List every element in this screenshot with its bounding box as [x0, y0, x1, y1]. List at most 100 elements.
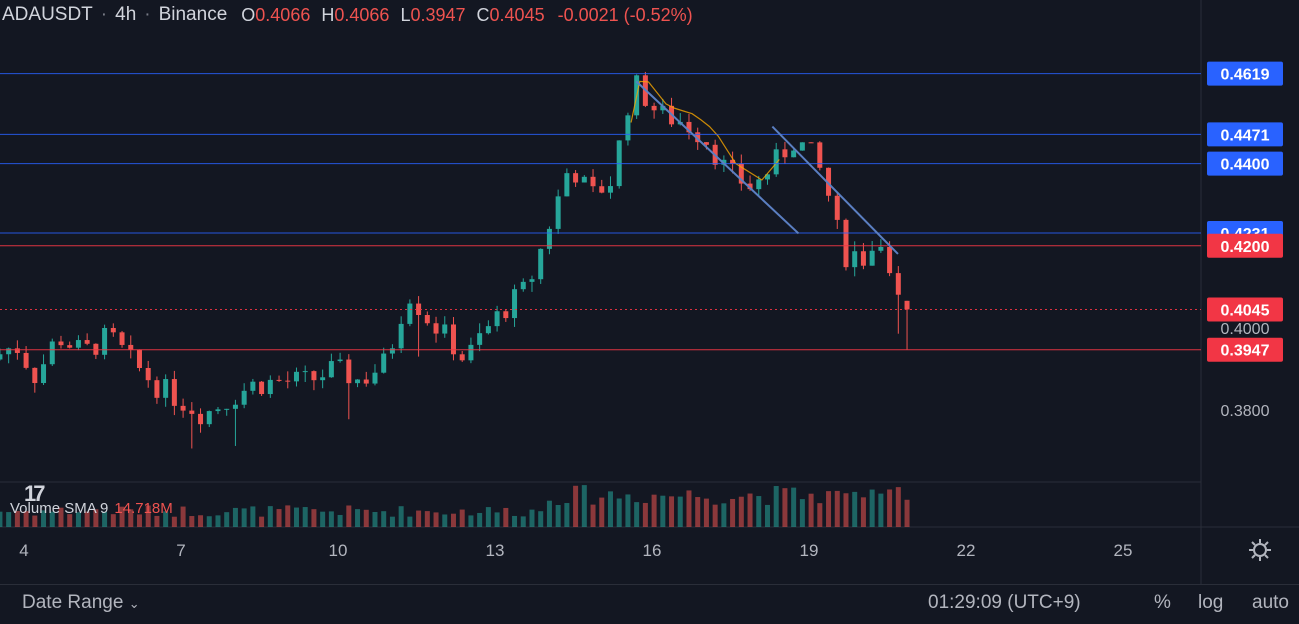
- candle-body: [808, 142, 814, 144]
- candle-body: [328, 361, 334, 378]
- volume-bar: [555, 504, 561, 527]
- candle-body: [738, 163, 744, 184]
- price-level-label-box: [1207, 61, 1283, 86]
- candle-body: [852, 251, 858, 268]
- candle-body: [198, 413, 204, 425]
- log-toggle[interactable]: log: [1198, 591, 1224, 613]
- candle-body: [581, 176, 587, 183]
- candle-body: [311, 371, 317, 381]
- auto-toggle[interactable]: auto: [1252, 591, 1289, 613]
- candle-body: [154, 380, 160, 398]
- volume-legend[interactable]: Volume SMA 9 14.718M: [10, 500, 173, 517]
- volume-bar: [669, 496, 675, 527]
- volume-bar: [119, 506, 125, 527]
- candle-body: [468, 344, 474, 361]
- volume-bar: [677, 496, 683, 527]
- clock-readout[interactable]: 01:29:09 (UTC+9): [928, 591, 1081, 613]
- candle-body: [171, 379, 177, 406]
- interval-label[interactable]: 4h: [115, 4, 137, 25]
- candle-body: [520, 281, 526, 290]
- price-axis-tick-label: 0.4000: [1221, 321, 1270, 338]
- volume-bar: [41, 510, 47, 527]
- volume-bar: [730, 498, 736, 527]
- volume-label: Volume SMA 9: [10, 500, 109, 517]
- close-value: 0.4045: [489, 4, 545, 25]
- date-range-button[interactable]: Date Range ⌄: [22, 591, 140, 613]
- volume-bar: [721, 503, 727, 527]
- volume-bar: [887, 489, 893, 527]
- candle-body: [84, 340, 90, 344]
- candle-body: [433, 323, 439, 334]
- volume-bar: [102, 511, 108, 527]
- time-axis-tick-label: 13: [486, 541, 505, 560]
- time-axis-tick-label: 4: [19, 541, 28, 560]
- volume-bar: [520, 516, 526, 527]
- volume-bar: [14, 511, 20, 527]
- volume-bar: [136, 514, 142, 527]
- volume-bar: [808, 493, 814, 527]
- volume-bar: [660, 495, 666, 527]
- settings-gear-icon[interactable]: [1247, 537, 1273, 563]
- candle-body: [41, 364, 47, 384]
- symbol-name[interactable]: ADAUSDT: [2, 4, 93, 25]
- candle-body: [895, 273, 901, 295]
- candle-body: [163, 379, 169, 398]
- volume-bar: [180, 506, 186, 527]
- candle-body: [599, 186, 605, 193]
- volume-bar: [503, 507, 509, 527]
- candle-body: [23, 352, 29, 368]
- volume-bar: [433, 512, 439, 527]
- volume-bar: [110, 514, 116, 527]
- volume-bar: [424, 511, 430, 527]
- price-level-label: 0.4471: [1221, 127, 1270, 144]
- candle-body: [180, 405, 186, 411]
- candle-body: [6, 348, 12, 355]
- volume-bar: [0, 511, 3, 527]
- candle-body: [826, 167, 832, 196]
- time-axis-tick-label: 19: [800, 541, 819, 560]
- volume-bar: [468, 515, 474, 527]
- volume-bar: [782, 488, 788, 527]
- tradingview-logo-icon[interactable]: 17: [24, 481, 46, 506]
- candle-body: [14, 348, 20, 353]
- volume-bar: [843, 493, 849, 527]
- volume-bar: [285, 505, 291, 527]
- time-axis-tick-label: 22: [957, 541, 976, 560]
- candle-body: [416, 303, 422, 315]
- price-level-label: 0.3947: [1221, 343, 1270, 360]
- volume-bar: [154, 515, 160, 527]
- candle-body: [782, 149, 788, 158]
- candle-body: [756, 179, 762, 190]
- volume-bar: [791, 487, 797, 527]
- candle-body: [67, 345, 73, 348]
- volume-bar: [695, 497, 701, 527]
- candle-body: [747, 183, 753, 190]
- candle-body: [904, 300, 910, 310]
- volume-bar: [817, 503, 823, 527]
- candle-body: [224, 408, 230, 410]
- percent-toggle[interactable]: %: [1154, 591, 1171, 613]
- candle-body: [538, 248, 544, 280]
- volume-bar: [756, 496, 762, 527]
- candle-body: [337, 359, 343, 362]
- candle-body: [58, 341, 64, 346]
- candle-body: [730, 159, 736, 164]
- volume-bar: [171, 516, 177, 527]
- volume-bar: [599, 497, 605, 527]
- volume-bar: [407, 516, 413, 527]
- volume-bar: [355, 509, 361, 527]
- price-axis-tick-label: 0.3800: [1221, 403, 1270, 420]
- volume-bar: [84, 511, 90, 527]
- candle-body: [651, 105, 657, 111]
- candle-body: [232, 404, 238, 409]
- exchange-label: Binance: [158, 4, 228, 25]
- volume-bar: [337, 514, 343, 527]
- volume-bar: [607, 491, 613, 527]
- price-level-label: 0.4619: [1221, 67, 1270, 84]
- candle-body: [843, 219, 849, 268]
- volume-bar: [250, 506, 256, 527]
- volume-bar: [293, 507, 299, 527]
- volume-bar: [738, 496, 744, 527]
